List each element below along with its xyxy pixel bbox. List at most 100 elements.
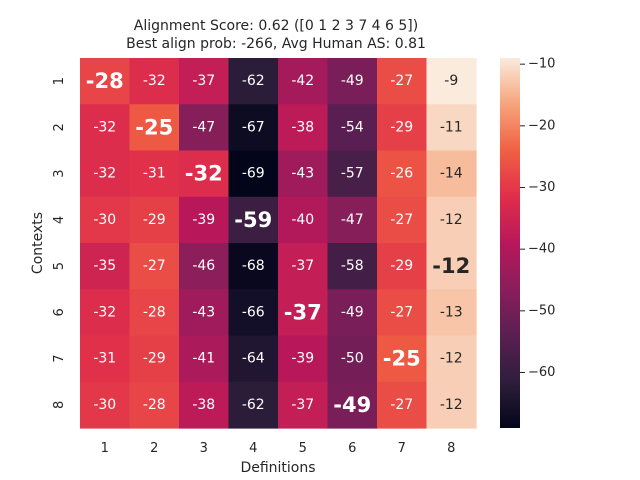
cell-value-label: -27	[390, 73, 413, 89]
cell-value-label: -28	[86, 69, 124, 93]
heatmap-cell	[228, 104, 279, 152]
heatmap-cell	[179, 243, 230, 290]
cell-value-label: -9	[444, 73, 458, 89]
heatmap-cell	[426, 335, 477, 383]
heatmap-cell	[179, 150, 230, 198]
cell-value-label: -25	[135, 115, 173, 139]
cell-value-label: -50	[341, 351, 364, 367]
heatmap-cell	[426, 243, 477, 290]
heatmap-cell	[377, 243, 428, 290]
x-tick-label: 1	[101, 441, 109, 456]
heatmap-cell	[278, 196, 329, 244]
heatmap-cell	[278, 104, 329, 152]
x-tick-label: 4	[249, 441, 257, 456]
colorbar-tick-label: −50	[528, 303, 555, 318]
cell-value-label: -27	[390, 397, 413, 413]
cell-value-label: -30	[93, 397, 116, 413]
heatmap-cell	[327, 58, 378, 105]
heatmap-cell	[228, 196, 279, 244]
x-tick-label: 2	[150, 441, 158, 456]
y-tick-label: 1	[52, 77, 67, 85]
cell-value-label: -13	[440, 304, 463, 320]
colorbar-tick-label: −40	[528, 242, 555, 257]
cell-value-label: -54	[341, 119, 364, 135]
y-axis-ticks: 1 2 3 4 5 6 7 8	[52, 77, 67, 409]
cell-value-label: -59	[234, 208, 272, 232]
y-tick-label: 5	[52, 262, 67, 270]
cell-value-label: -62	[242, 397, 265, 413]
colorbar-tick-label: −20	[528, 118, 555, 133]
heatmap-cell	[129, 58, 180, 105]
cell-value-label: -41	[192, 351, 215, 367]
cell-value-label: -29	[143, 212, 166, 228]
heatmap-cell	[278, 58, 329, 105]
chart-title-line2: Best align prob: -266, Avg Human AS: 0.8…	[126, 36, 426, 52]
y-axis-label: Contexts	[30, 212, 46, 274]
cell-value-label: -32	[185, 162, 223, 186]
chart-title-line1: Alignment Score: 0.62 ([0 1 2 3 7 4 6 5]…	[134, 18, 418, 34]
heatmap-cell	[327, 243, 378, 290]
cell-value-label: -29	[390, 119, 413, 135]
heatmap-cell	[129, 150, 180, 198]
cell-value-label: -39	[291, 351, 314, 367]
heatmap-cell	[327, 104, 378, 152]
heatmap-cell	[377, 58, 428, 105]
cell-value-label: -69	[242, 166, 265, 182]
heatmap-cell	[80, 243, 131, 290]
heatmap-cell	[179, 335, 230, 383]
heatmap-cell	[129, 381, 180, 429]
heatmap-cell	[228, 381, 279, 429]
heatmap-cell	[327, 381, 378, 429]
heatmap-cell	[228, 335, 279, 383]
heatmap-cell	[377, 196, 428, 244]
heatmap-cell	[228, 150, 279, 198]
cell-value-label: -37	[291, 258, 314, 274]
heatmap-cell	[426, 196, 477, 244]
heatmap-cell	[377, 381, 428, 429]
cell-value-label: -49	[341, 304, 364, 320]
cell-value-label: -29	[390, 258, 413, 274]
cell-value-label: -46	[192, 258, 215, 274]
y-tick-label: 6	[52, 308, 67, 316]
heatmap-cell	[129, 196, 180, 244]
heatmap-cell	[327, 289, 378, 337]
heatmap-cell	[426, 289, 477, 337]
x-tick-label: 6	[348, 441, 356, 456]
cell-value-label: -38	[192, 397, 215, 413]
cell-value-label: -32	[93, 166, 116, 182]
x-tick-label: 3	[200, 441, 208, 456]
cell-value-label: -27	[390, 212, 413, 228]
x-tick-label: 8	[447, 441, 455, 456]
y-tick-label: 7	[52, 354, 67, 362]
cell-value-label: -49	[333, 393, 371, 417]
cell-value-label: -32	[93, 304, 116, 320]
cell-value-label: -47	[192, 119, 215, 135]
cell-value-label: -62	[242, 73, 265, 89]
heatmap-cell	[327, 335, 378, 383]
cell-value-label: -42	[291, 73, 314, 89]
heatmap-cell	[426, 58, 477, 105]
cell-value-label: -58	[341, 258, 364, 274]
heatmap-cell	[80, 335, 131, 383]
heatmap-cell	[179, 104, 230, 152]
colorbar-ticks: −10 −20 −30 −40 −50 −60	[520, 57, 555, 380]
heatmap-cell	[377, 150, 428, 198]
heatmap-cell	[179, 58, 230, 105]
heatmap-cell	[228, 243, 279, 290]
heatmap-cell	[327, 196, 378, 244]
cell-value-label: -27	[390, 304, 413, 320]
heatmap-cell	[278, 150, 329, 198]
heatmap-cell	[179, 289, 230, 337]
y-tick-label: 2	[52, 123, 67, 131]
heatmap-cell	[228, 289, 279, 337]
cell-value-label: -29	[143, 351, 166, 367]
heatmap-cell	[377, 335, 428, 383]
cell-value-label: -28	[143, 397, 166, 413]
heatmap-cell	[179, 196, 230, 244]
heatmap-cell	[278, 335, 329, 383]
heatmap-cells: -28 -32 -37 -62 -42 -49 -27 -9 -32 -25 -47 -67 -38 -5…	[80, 58, 477, 429]
heatmap-cell	[278, 243, 329, 290]
cell-value-label: -43	[291, 166, 314, 182]
cell-value-label: -30	[93, 212, 116, 228]
heatmap-cell	[129, 289, 180, 337]
